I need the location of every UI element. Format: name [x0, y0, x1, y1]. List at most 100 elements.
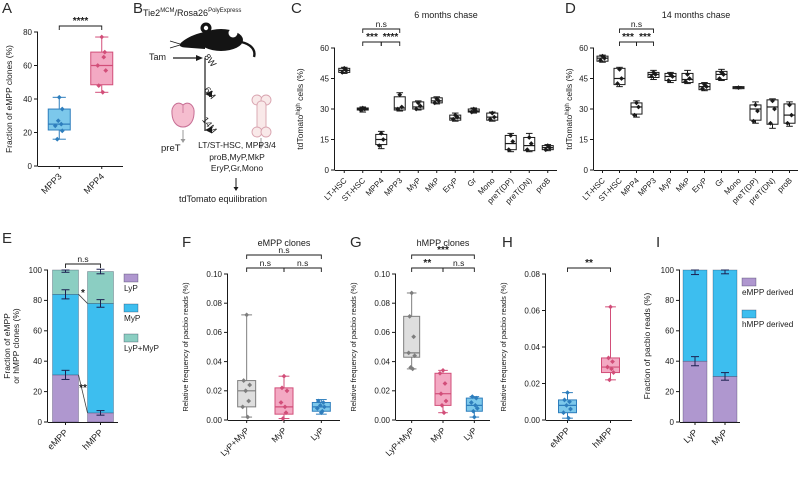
- svg-text:***: ***: [366, 32, 378, 43]
- stacked-bar-clone-fractions: 0 20 40 60 80 100 Fraction of eMPP or hMPP clon…: [2, 234, 178, 480]
- svg-text:*: *: [81, 288, 85, 299]
- svg-text:n.s: n.s: [453, 258, 464, 268]
- svg-text:60: 60: [665, 327, 674, 336]
- svg-text:MyP: MyP: [657, 176, 675, 194]
- svg-text:15: 15: [579, 135, 588, 144]
- panel-letter-a: A: [2, 0, 13, 17]
- svg-text:0: 0: [670, 418, 675, 427]
- svg-text:0.08: 0.08: [374, 299, 390, 308]
- svg-text:0.10: 0.10: [206, 270, 222, 279]
- svg-text:0.00: 0.00: [374, 416, 390, 425]
- panel-a: A 0 20 40 60 80 Fraction of eMPP clones (%) MP…: [2, 0, 135, 228]
- svg-text:0.08: 0.08: [524, 270, 540, 279]
- svg-text:MyP: MyP: [405, 176, 423, 194]
- flow-arrows: [180, 130, 264, 149]
- svg-text:0.04: 0.04: [524, 343, 540, 352]
- svg-text:0: 0: [38, 418, 43, 427]
- boxplot-hmpp-pacbio: 0.00 0.02 0.04 0.06 0.08 0.10 Relative frequen…: [346, 234, 496, 480]
- svg-text:**: **: [585, 258, 593, 269]
- svg-text:60: 60: [320, 44, 329, 53]
- svg-text:30: 30: [579, 105, 588, 114]
- boxplot-14-months-chase: 0 15 30 45 60 tdTomatohigh cells (%) 14 months…: [562, 4, 800, 235]
- svg-text:Gr: Gr: [466, 176, 479, 189]
- boxplot-empp-pacbio: 0.00 0.02 0.04 0.06 0.08 0.10 Relative frequen…: [178, 234, 346, 480]
- svg-text:n.s: n.s: [260, 258, 271, 268]
- svg-text:45: 45: [579, 74, 588, 83]
- svg-text:****: ****: [383, 32, 399, 43]
- svg-text:LyP: LyP: [124, 284, 138, 293]
- svg-text:0.10: 0.10: [374, 270, 390, 279]
- svg-text:0: 0: [325, 166, 330, 175]
- svg-text:0: 0: [584, 166, 589, 175]
- svg-text:MyP: MyP: [710, 427, 730, 447]
- panel-f: F 0.00 0.02 0.04 0.06 0.08 0.10 Relative frequ…: [178, 230, 346, 478]
- svg-text:0.02: 0.02: [206, 387, 222, 396]
- svg-text:EryP: EryP: [441, 176, 460, 195]
- svg-text:60: 60: [23, 61, 32, 70]
- svg-text:MPP4: MPP4: [364, 176, 386, 198]
- boxplot-6-months-chase: 0 15 30 45 60 tdTomatohigh cells (%) 6 months …: [291, 4, 561, 235]
- svg-text:Relative frequency of pacbio r: Relative frequency of pacbio reads (%): [349, 282, 358, 412]
- svg-text:EryP: EryP: [690, 176, 709, 195]
- svg-text:eMPP clones: eMPP clones: [258, 238, 311, 248]
- svg-text:0.00: 0.00: [524, 416, 540, 425]
- svg-text:MPP4: MPP4: [82, 171, 106, 195]
- svg-text:MyP: MyP: [269, 425, 288, 444]
- svg-text:hMPP: hMPP: [81, 427, 105, 451]
- svg-text:or hMPP clones (%): or hMPP clones (%): [11, 308, 21, 384]
- svg-text:0.00: 0.00: [206, 416, 222, 425]
- svg-text:MPP3: MPP3: [39, 171, 63, 195]
- svg-text:100: 100: [661, 266, 675, 275]
- panel-d: D 0 15 30 45 60 tdTomatohigh cells (%) 14 mont…: [562, 0, 800, 228]
- svg-text:45: 45: [320, 74, 329, 83]
- svg-text:n.s: n.s: [278, 245, 289, 255]
- svg-text:MPP3: MPP3: [382, 176, 404, 198]
- svg-text:30: 30: [320, 105, 329, 114]
- svg-text:80: 80: [23, 28, 32, 37]
- svg-text:20: 20: [23, 128, 32, 137]
- svg-text:LyP: LyP: [462, 425, 479, 442]
- svg-text:80: 80: [33, 296, 42, 305]
- svg-text:n.s: n.s: [297, 258, 308, 268]
- panel-b: B: [133, 0, 291, 228]
- svg-text:***: ***: [437, 245, 449, 256]
- panel-i: I 0 20 40 60 80 100 Fraction of pacbio reads (…: [642, 230, 798, 478]
- svg-text:14 months chase: 14 months chase: [662, 10, 731, 20]
- boxplot-empp-clones: 0 20 40 60 80 Fraction of eMPP clones (%) MPP3…: [2, 4, 135, 235]
- panel-letter-h: H: [502, 234, 513, 251]
- equilibration-label: tdTomato equilibration: [178, 194, 268, 204]
- svg-text:n.s: n.s: [77, 254, 88, 264]
- svg-text:0.06: 0.06: [374, 328, 390, 337]
- svg-text:LyP: LyP: [309, 425, 326, 442]
- timeline: [173, 55, 212, 134]
- svg-text:LyP+MyP: LyP+MyP: [218, 425, 251, 458]
- boxplot-empp-vs-hmpp: 0.00 0.02 0.04 0.06 0.08 Relative frequency o…: [496, 234, 642, 480]
- mouse-icon: [169, 22, 256, 58]
- svg-text:0.02: 0.02: [374, 387, 390, 396]
- svg-text:Fraction of eMPP: Fraction of eMPP: [2, 313, 12, 379]
- svg-text:***: ***: [622, 32, 634, 43]
- svg-text:0.08: 0.08: [206, 299, 222, 308]
- svg-text:n.s: n.s: [376, 19, 387, 29]
- svg-text:Fraction of eMPP clones (%): Fraction of eMPP clones (%): [4, 45, 14, 153]
- svg-text:MyP: MyP: [124, 314, 141, 323]
- panel-g: G 0.00 0.02 0.04 0.06 0.08 0.10 Relative frequ…: [346, 230, 496, 478]
- stacked-bar-pacbio-derivation: 0 20 40 60 80 100 Fraction of pacbio reads (%)…: [642, 234, 798, 480]
- svg-text:0.04: 0.04: [374, 357, 390, 366]
- equilibration-arrow: [233, 178, 239, 191]
- svg-text:LyP: LyP: [682, 427, 700, 445]
- svg-text:***: ***: [639, 32, 651, 43]
- panel-e: E 0 20 40 60 80 100 Fraction of eMPP or hMPP cl…: [2, 230, 178, 478]
- bone-icon: [251, 94, 272, 138]
- svg-text:0.02: 0.02: [524, 379, 540, 388]
- svg-text:15: 15: [320, 135, 329, 144]
- svg-text:MyP: MyP: [428, 425, 447, 444]
- svg-text:hMPP clones: hMPP clones: [417, 238, 470, 248]
- svg-text:Gr: Gr: [713, 176, 726, 189]
- svg-text:proB: proB: [534, 176, 552, 194]
- svg-text:0.04: 0.04: [206, 357, 222, 366]
- svg-text:tdTomatohigh cells (%): tdTomatohigh cells (%): [295, 68, 305, 150]
- svg-text:Relative frequency of pacbio r: Relative frequency of pacbio reads (%): [499, 282, 508, 412]
- panel-letter-e: E: [2, 230, 13, 247]
